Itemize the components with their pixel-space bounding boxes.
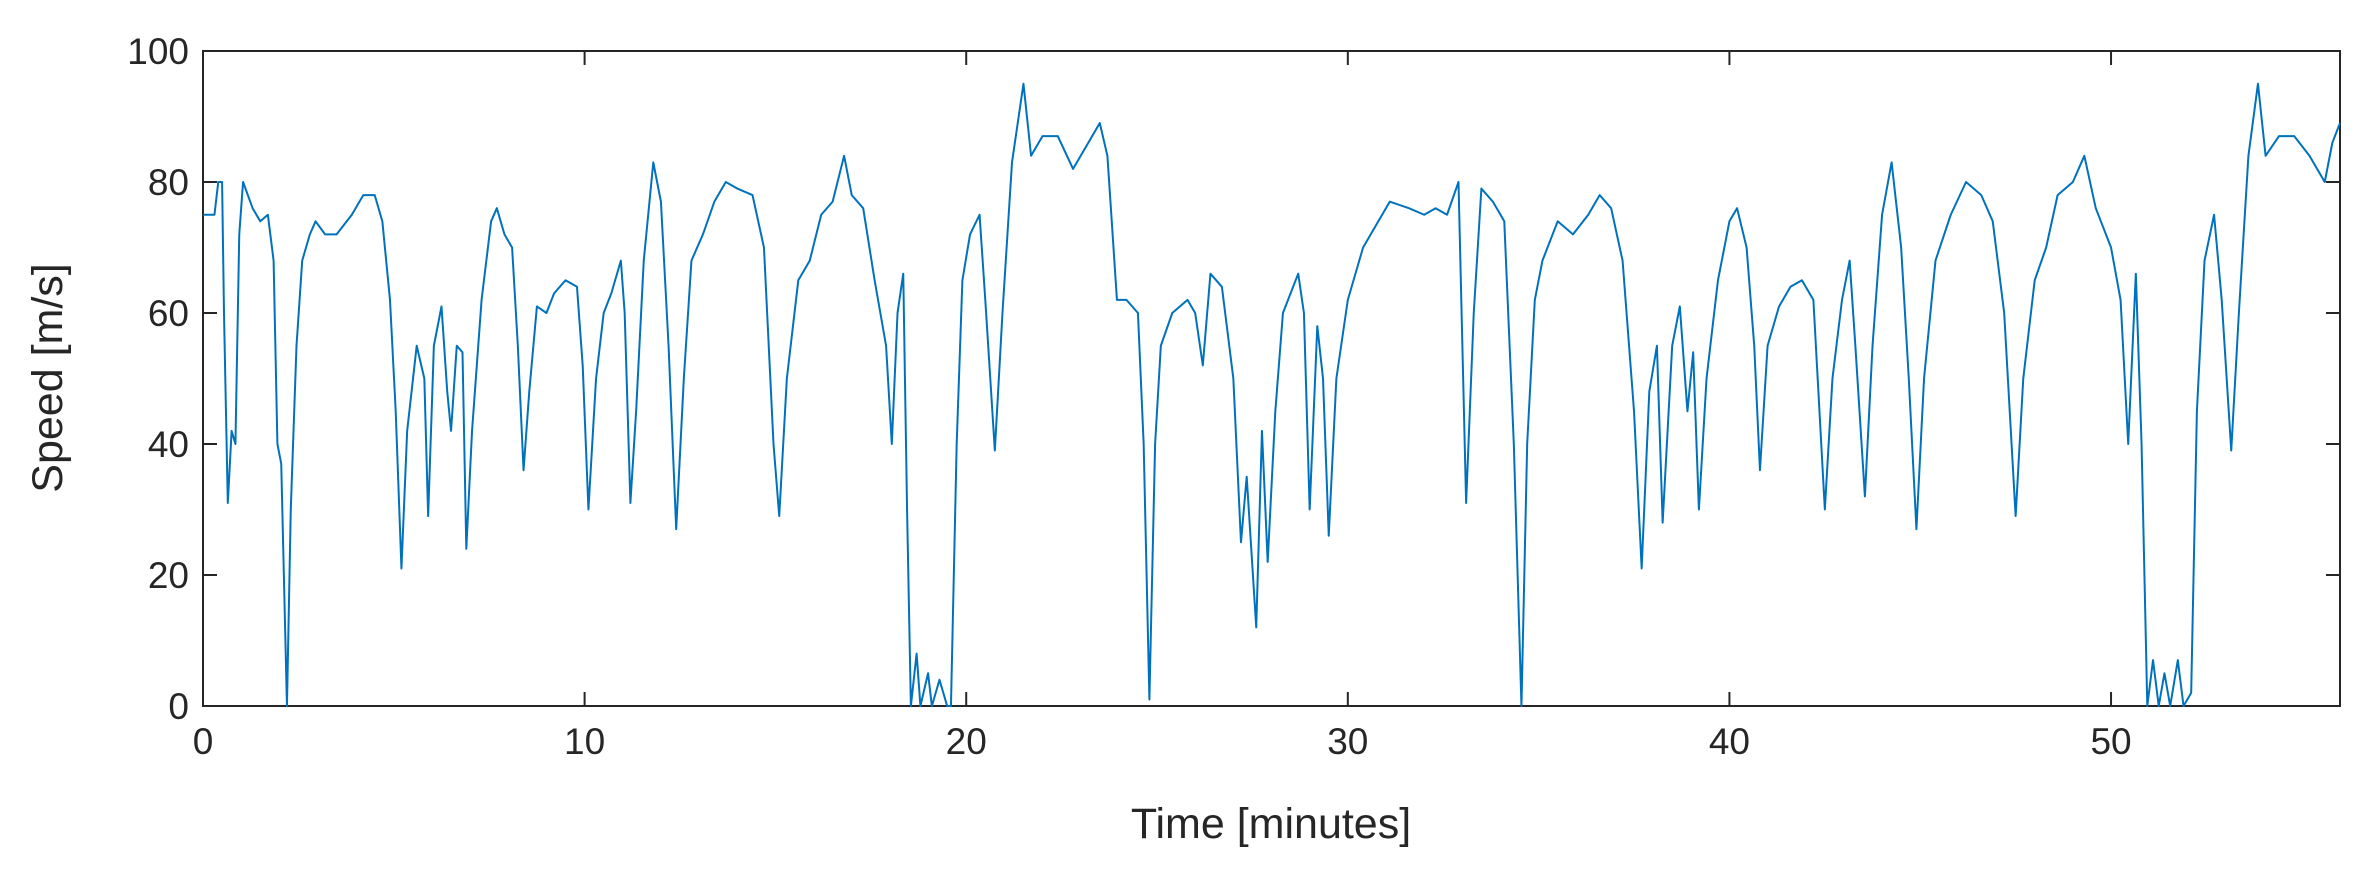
speed-line: [203, 82, 2341, 707]
x-axis-label: Time [minutes]: [1131, 800, 1411, 848]
y-tick-label: 20: [148, 555, 189, 596]
x-tick-label: 40: [1709, 721, 1750, 762]
y-axis-label: Speed [m/s]: [24, 263, 72, 492]
y-tick-label: 100: [127, 31, 189, 72]
y-tick-label: 40: [148, 424, 189, 465]
plot-frame: [202, 50, 2341, 707]
y-tick-label: 0: [168, 686, 189, 727]
x-tick-label: 10: [564, 721, 605, 762]
y-tick-label: 80: [148, 162, 189, 203]
x-tick-label: 30: [1327, 721, 1368, 762]
x-tick-label: 50: [2090, 721, 2131, 762]
x-tick-label: 0: [193, 721, 214, 762]
y-tick-label: 60: [148, 293, 189, 334]
x-tick-label: 20: [946, 721, 987, 762]
